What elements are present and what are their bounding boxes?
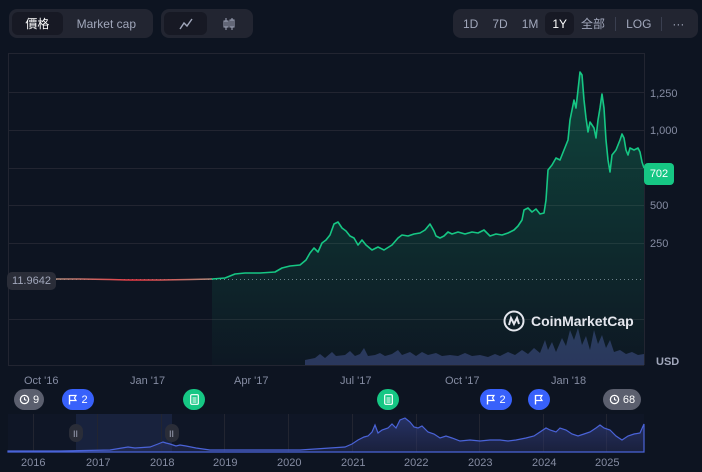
range-1m[interactable]: 1M	[521, 16, 539, 31]
range-all[interactable]: 全部	[581, 17, 606, 31]
svg-text:Jan '18: Jan '18	[551, 375, 586, 387]
event-marker-flag[interactable]: 2	[62, 389, 94, 410]
event-marker-document[interactable]	[377, 389, 399, 410]
event-marker-history[interactable]: 9	[14, 389, 44, 410]
event-marker-history[interactable]: 68	[603, 389, 641, 410]
more-options-button[interactable]: ···	[672, 16, 685, 31]
svg-text:2022: 2022	[404, 457, 428, 469]
line-chart-icon	[178, 18, 193, 29]
range-1y[interactable]: 1Y	[545, 12, 575, 35]
svg-text:2025: 2025	[595, 457, 619, 469]
svg-text:2016: 2016	[21, 457, 45, 469]
watermark: CoinMarketCap	[503, 310, 634, 332]
svg-text:2020: 2020	[277, 457, 301, 469]
log-scale-button[interactable]: LOG	[626, 16, 652, 31]
svg-text:1,250: 1,250	[650, 88, 678, 100]
navigator-handle-left[interactable]	[69, 424, 83, 442]
event-count: 9	[32, 393, 40, 406]
history-icon	[609, 394, 620, 405]
flag-icon	[534, 394, 544, 405]
document-icon	[383, 394, 393, 405]
event-marker-document[interactable]	[183, 389, 205, 410]
svg-text:2017: 2017	[86, 457, 110, 469]
y-axis: 1,250 1,000 500 250	[650, 88, 678, 250]
current-price-tag: 702	[644, 163, 674, 185]
svg-text:2023: 2023	[468, 457, 492, 469]
divider	[615, 16, 617, 31]
svg-text:2021: 2021	[341, 457, 365, 469]
event-count: 68	[622, 393, 636, 406]
svg-text:II: II	[169, 429, 174, 439]
candlestick-button[interactable]	[207, 12, 250, 35]
svg-text:2018: 2018	[150, 457, 174, 469]
chart-type-toggle: 價格 Market cap	[9, 9, 153, 38]
navigator[interactable]: II II 2016 2017 2018 2019 2020 2021 2022…	[7, 414, 645, 469]
range-1d[interactable]: 1D	[463, 16, 479, 31]
price-area	[212, 72, 644, 365]
navigator-handle-right[interactable]	[165, 424, 179, 442]
event-marker-flag[interactable]	[528, 389, 550, 410]
event-count: 2	[499, 393, 506, 406]
svg-text:500: 500	[650, 200, 668, 212]
divider	[661, 16, 663, 31]
time-range-toggle: 1D 7D 1M 1Y 全部 LOG ···	[453, 9, 698, 38]
svg-text:Apr '17: Apr '17	[234, 375, 269, 387]
svg-text:II: II	[73, 429, 78, 439]
svg-text:Oct '16: Oct '16	[24, 375, 59, 387]
navigator-x-axis: 2016 2017 2018 2019 2020 2021 2022 2023 …	[21, 457, 619, 469]
svg-text:Oct '17: Oct '17	[445, 375, 480, 387]
range-7d[interactable]: 7D	[492, 16, 508, 31]
svg-text:2019: 2019	[213, 457, 237, 469]
candlestick-icon	[223, 17, 234, 30]
watermark-text: CoinMarketCap	[531, 313, 634, 329]
svg-text:250: 250	[650, 238, 668, 250]
chart-style-toggle	[161, 9, 253, 38]
flag-icon	[487, 394, 496, 405]
tab-market-cap[interactable]: Market cap	[76, 16, 136, 31]
svg-text:Jan '17: Jan '17	[130, 375, 165, 387]
price-line	[211, 71, 645, 280]
coinmarketcap-logo-icon	[503, 310, 525, 332]
flag-icon	[69, 394, 78, 405]
navigator-area	[7, 417, 645, 453]
event-marker-flag[interactable]: 2	[480, 389, 512, 410]
history-icon	[19, 394, 30, 405]
x-axis: Oct '16 Jan '17 Apr '17 Jul '17 Oct '17 …	[24, 375, 586, 387]
event-count: 2	[81, 393, 88, 406]
baseline-price-tag: 11.9642	[7, 272, 56, 290]
svg-text:2024: 2024	[532, 457, 556, 469]
document-icon	[189, 394, 199, 405]
svg-text:1,000: 1,000	[650, 125, 678, 137]
svg-text:Jul '17: Jul '17	[340, 375, 371, 387]
tab-price[interactable]: 價格	[12, 12, 63, 35]
line-chart-button[interactable]	[164, 12, 207, 35]
price-line-below	[56, 278, 213, 281]
currency-label: USD	[656, 356, 680, 368]
